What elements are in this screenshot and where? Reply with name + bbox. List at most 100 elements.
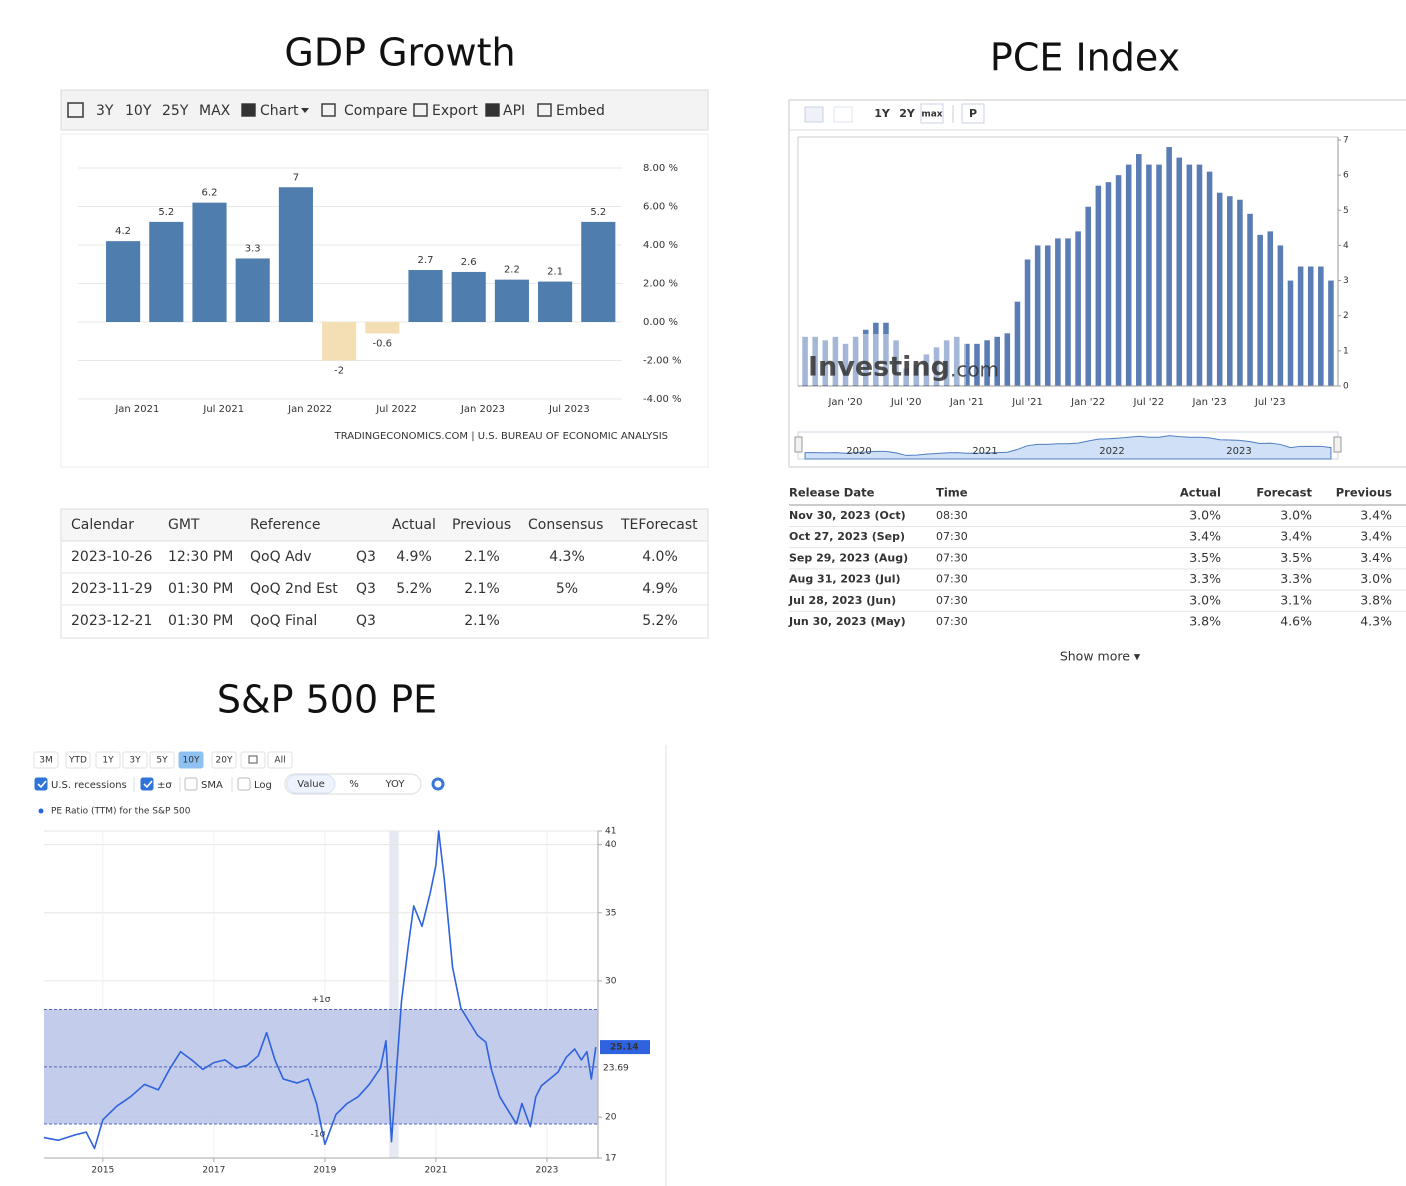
bar — [1075, 231, 1081, 386]
x-tick-label: Jul '23 — [1254, 397, 1286, 408]
dropdown-arrow[interactable] — [301, 108, 309, 113]
calendar-icon[interactable] — [67, 102, 84, 118]
settings-icon[interactable] — [431, 777, 445, 791]
range-button[interactable] — [267, 751, 293, 769]
table-header: GMT — [168, 517, 200, 533]
table-cell: 3.5% — [1280, 550, 1312, 565]
value-label: 2.6 — [461, 257, 477, 268]
table-cell: QoQ 2nd Est — [250, 581, 338, 597]
table-cell: Sep 29, 2023 (Aug) — [789, 551, 908, 564]
calendar-button[interactable] — [240, 751, 266, 769]
bar — [1044, 245, 1051, 386]
bar — [581, 221, 616, 322]
checkbox[interactable] — [34, 777, 48, 791]
table-header: Consensus — [528, 517, 603, 533]
toolbar-box[interactable] — [961, 103, 985, 124]
table-cell: 3.8% — [1189, 614, 1221, 629]
line-icon[interactable] — [833, 106, 853, 123]
bar — [1297, 266, 1304, 386]
range-label[interactable]: 5Y — [156, 756, 168, 766]
range-button[interactable] — [33, 751, 59, 769]
option-label[interactable]: U.S. recessions — [51, 780, 127, 791]
y-tick-label: 2.00 % — [643, 279, 678, 290]
option-label[interactable]: ±σ — [157, 780, 172, 791]
y-tick-label: 0 — [1343, 382, 1349, 392]
toolbar-item[interactable]: max — [921, 110, 942, 120]
checkbox[interactable] — [237, 777, 251, 791]
range-label[interactable]: 20Y — [216, 756, 233, 766]
range-label[interactable]: 10Y — [183, 756, 200, 766]
range-label[interactable]: 1Y — [102, 756, 114, 766]
recession — [389, 831, 399, 1158]
mode-label[interactable]: Value — [297, 779, 324, 790]
table-cell: Oct 27, 2023 (Sep) — [789, 530, 905, 543]
table-cell: 07:30 — [936, 594, 968, 607]
compare-icon[interactable] — [321, 103, 336, 117]
range-button[interactable] — [122, 751, 148, 769]
bar — [974, 343, 980, 386]
y-tick-label: 6.00 % — [643, 202, 678, 213]
export-icon[interactable] — [413, 103, 428, 117]
api-icon[interactable] — [485, 103, 500, 117]
show-more[interactable]: Show more ▾ — [1060, 649, 1141, 664]
pe-line — [43, 830, 597, 1150]
checkbox[interactable] — [140, 777, 154, 791]
value-label: 6.2 — [202, 188, 218, 199]
bar-icon[interactable] — [804, 106, 824, 123]
toolbar-item[interactable]: 10Y — [125, 103, 152, 119]
range-label[interactable]: 3Y — [129, 756, 141, 766]
toolbar-item[interactable]: 3Y — [96, 103, 114, 119]
watermark-suffix: .com — [950, 358, 999, 382]
table-cell: Q3 — [356, 549, 376, 565]
x-tick-label: Jul 2023 — [548, 404, 590, 415]
mode-label[interactable]: % — [349, 779, 359, 790]
navigator-handle[interactable] — [794, 436, 803, 453]
bar — [802, 336, 808, 386]
table-cell: 4.3% — [549, 549, 585, 565]
toolbar-box[interactable] — [920, 103, 944, 124]
table-cell: 07:30 — [936, 573, 968, 586]
mode-selected[interactable] — [286, 774, 336, 794]
table-cell: 4.6% — [1280, 614, 1312, 629]
range-button[interactable] — [65, 751, 91, 769]
range-button[interactable] — [149, 751, 175, 769]
table-header: Forecast — [1256, 486, 1312, 500]
range-label[interactable]: 3M — [39, 756, 53, 766]
table-cell: Jun 30, 2023 (May) — [788, 615, 906, 628]
toolbar-item[interactable]: 1Y — [874, 107, 891, 120]
embed-icon[interactable] — [537, 103, 552, 117]
bar — [913, 364, 920, 386]
table-header: Actual — [1180, 486, 1221, 500]
toolbar-item[interactable]: Compare — [344, 103, 408, 119]
toolbar-item[interactable]: 25Y — [162, 103, 189, 119]
table-cell: 07:30 — [936, 615, 968, 628]
bar — [852, 336, 859, 386]
chart-title: PCE Index — [990, 36, 1180, 80]
bar — [1176, 157, 1183, 386]
toolbar-item[interactable]: 2Y — [899, 107, 916, 120]
x-tick-label: Jan '22 — [1070, 397, 1105, 408]
toolbar-item[interactable]: P — [969, 107, 977, 120]
mode-label[interactable]: YOY — [385, 779, 406, 790]
bar — [408, 270, 443, 322]
toolbar-item[interactable]: Embed — [556, 103, 605, 119]
x-tick-label: 2023 — [535, 1166, 558, 1176]
range-label[interactable]: All — [274, 756, 285, 766]
toolbar-item[interactable]: Chart — [260, 103, 299, 119]
option-label[interactable]: Log — [254, 780, 272, 791]
chart-icon[interactable] — [241, 103, 256, 117]
option-label[interactable]: SMA — [201, 780, 223, 791]
toolbar-item[interactable]: Export — [432, 103, 478, 119]
bar — [1216, 192, 1223, 386]
navigator-handle[interactable] — [1333, 436, 1342, 453]
checkbox[interactable] — [184, 777, 198, 791]
watermark-veil — [800, 334, 966, 385]
toolbar-item[interactable]: MAX — [199, 103, 231, 119]
range-label[interactable]: YTD — [68, 756, 87, 766]
range-button[interactable] — [211, 751, 237, 769]
toolbar-item[interactable]: API — [503, 103, 525, 119]
y-tick-label: 4.00 % — [643, 240, 678, 251]
range-button[interactable] — [178, 751, 204, 769]
bar — [873, 322, 879, 386]
range-button[interactable] — [95, 751, 121, 769]
